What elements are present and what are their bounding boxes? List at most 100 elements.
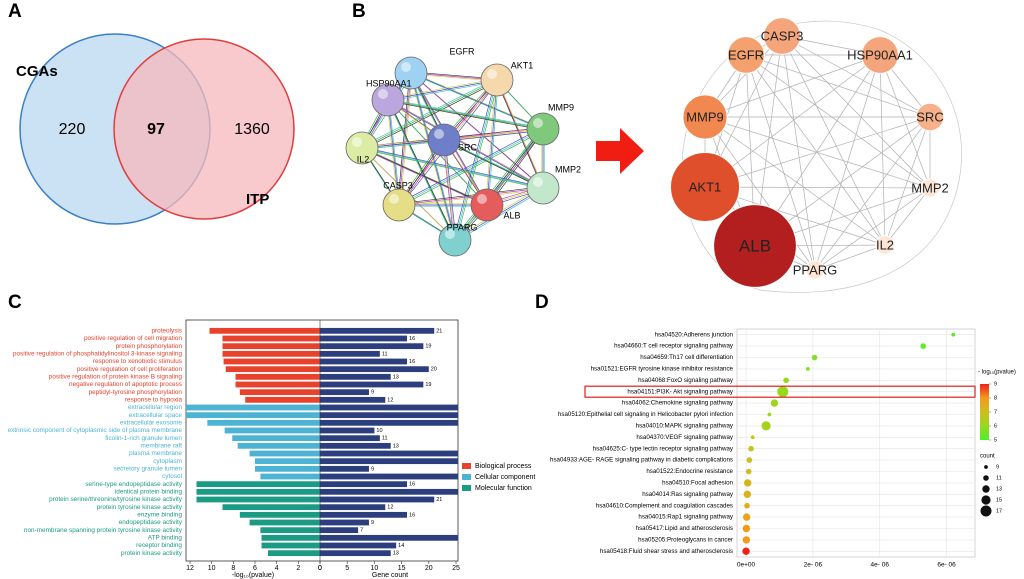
edge <box>360 146 542 188</box>
bar <box>223 358 320 365</box>
colorbar-tick-label: 5 <box>994 437 997 443</box>
node <box>427 123 461 157</box>
point <box>742 547 750 555</box>
bar <box>320 389 369 396</box>
node-label: PPARG <box>793 262 838 277</box>
node-shine <box>352 137 362 147</box>
category-label: positive regulation of cell migration <box>84 335 182 342</box>
bar <box>320 458 458 465</box>
bar <box>320 450 458 457</box>
data-label: 19 <box>425 382 431 388</box>
bar <box>255 465 320 472</box>
edge <box>745 54 886 246</box>
bar <box>235 373 320 380</box>
bar <box>222 350 320 357</box>
category-label: response to xenobiotic stimulus <box>93 358 182 365</box>
category-label: hsa04068:FoxO signaling pathway <box>638 377 734 384</box>
colorbar-tick-label: 9 <box>994 381 997 387</box>
node-label: HSP90AA1 <box>366 78 412 88</box>
edge <box>363 148 545 190</box>
data-label: 13 <box>393 374 399 380</box>
panel-label: D <box>535 292 549 313</box>
node <box>526 112 560 146</box>
category-label: serine-type endopeptidase activity <box>85 481 182 488</box>
node-label: MMP9 <box>686 109 724 124</box>
node-label: CASP3 <box>761 28 804 43</box>
category-label: hsa01522:Endocrine resistance <box>646 468 733 475</box>
legend-label: Cellular component <box>475 474 535 481</box>
venn-count: 220 <box>59 121 86 138</box>
plot-frame <box>185 319 459 562</box>
data-label: 12 <box>387 397 393 403</box>
point <box>777 386 789 398</box>
legend-swatch <box>462 485 471 491</box>
bar <box>320 419 458 426</box>
node <box>526 171 560 205</box>
category-label: hsa05418:Fluid shear stress and atherosc… <box>600 548 733 555</box>
category-label: cytosol <box>162 473 182 480</box>
edge <box>398 187 544 206</box>
x2-tick-label: 10 <box>371 565 379 572</box>
bar <box>260 527 320 534</box>
node <box>763 17 801 55</box>
colorbar-title: - log₁₀(pvalue) <box>978 370 1016 376</box>
category-label: hsa04610:Complement and coagulation casc… <box>596 502 733 509</box>
bar <box>320 542 397 549</box>
venn-set <box>113 38 295 220</box>
legend-swatch <box>462 463 471 469</box>
node-label: EGFR <box>449 46 475 56</box>
edge <box>389 80 499 102</box>
arrow <box>596 128 644 174</box>
bar <box>196 488 320 495</box>
category-label: positive regulation of phosphatidylinosi… <box>13 351 183 358</box>
node-label: IL2 <box>876 237 894 252</box>
edge <box>397 127 542 205</box>
edge <box>453 127 543 240</box>
bar <box>222 504 320 511</box>
category-label: hsa04062:Chemokine signaling pathway <box>622 400 734 407</box>
point <box>743 479 752 487</box>
category-label: hsa05120:Epithelial cell signaling in He… <box>558 411 734 418</box>
edge <box>386 98 542 188</box>
bar <box>196 496 320 503</box>
node <box>382 188 416 222</box>
bar <box>255 458 320 465</box>
data-label: 10 <box>376 428 382 434</box>
edge <box>781 35 816 271</box>
category-label: membrane raft <box>140 443 182 450</box>
size-legend-dot <box>982 485 990 493</box>
category-label: hsa04015:Rap1 signaling pathway <box>638 514 734 521</box>
size-legend-label: 11 <box>996 475 1002 481</box>
x2-tick-label: 20 <box>425 565 433 572</box>
edge <box>781 35 931 189</box>
edge <box>443 139 456 241</box>
data-label: 7 <box>360 528 363 534</box>
bar <box>225 366 320 373</box>
point <box>745 468 752 475</box>
x-tick-label: 2 <box>296 565 300 572</box>
data-label: 16 <box>409 482 415 488</box>
edge <box>443 128 544 141</box>
category-label: peptidyl-tyrosine phosphorylation <box>89 389 183 396</box>
edge <box>704 116 931 188</box>
bar <box>261 534 320 541</box>
node <box>861 36 899 74</box>
category-label: hsa04014:Ras signaling pathway <box>642 491 734 498</box>
point <box>743 490 752 498</box>
venn-count: 1360 <box>234 121 270 138</box>
plot-area <box>736 328 976 558</box>
node <box>670 152 740 222</box>
data-label: 19 <box>425 344 431 350</box>
bar <box>222 335 320 342</box>
x-tick-label: 4e- 06 <box>871 562 890 569</box>
node-label: EGFR <box>728 47 764 62</box>
edge <box>386 98 455 239</box>
edge <box>397 186 542 205</box>
bar <box>320 343 424 350</box>
data-label: 9 <box>371 520 374 526</box>
panel-label: C <box>8 292 22 313</box>
x-tick-label: 6e- 06 <box>937 562 956 569</box>
bar <box>239 511 320 518</box>
data-label: 21 <box>436 497 442 503</box>
category-label: enzyme binding <box>137 512 182 519</box>
